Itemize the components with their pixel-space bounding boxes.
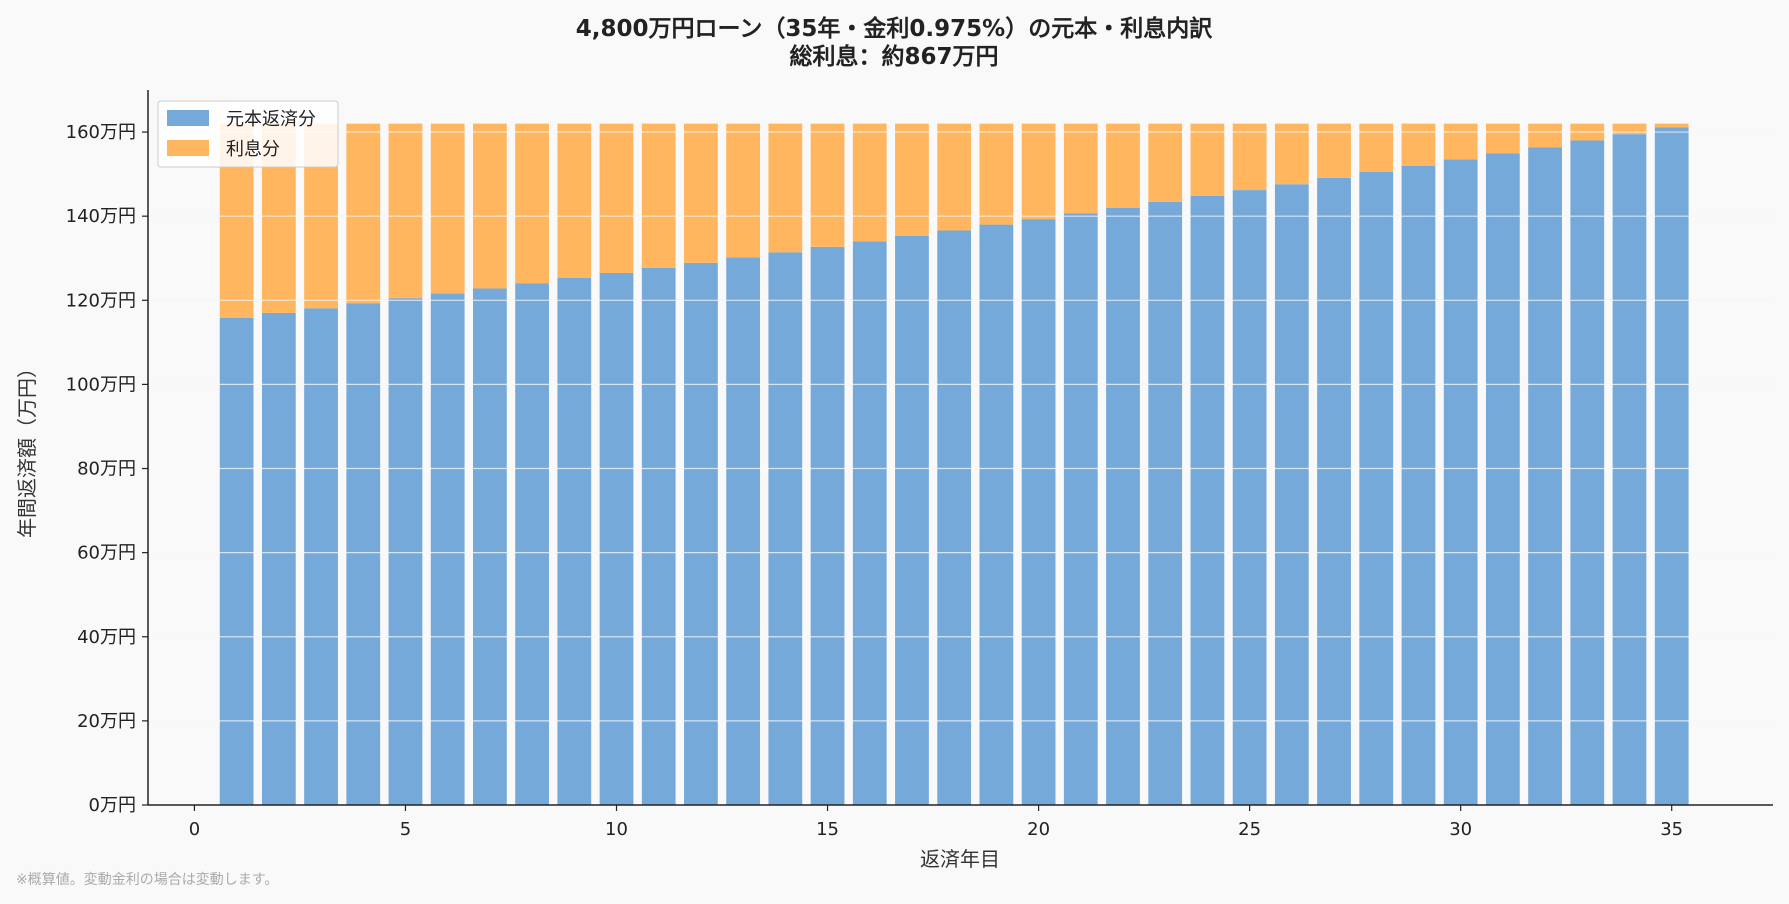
y-tick-label: 80万円 — [77, 459, 136, 480]
bars-group — [219, 123, 1689, 806]
x-axis-label: 返済年目 — [920, 847, 1000, 871]
bar-principal-year-9 — [557, 278, 592, 805]
bar-interest-year-24 — [1190, 123, 1225, 196]
bar-interest-year-26 — [1274, 123, 1309, 185]
legend: 元本返済分 利息分 — [157, 100, 339, 168]
bar-principal-year-2 — [261, 312, 296, 805]
bar-principal-year-3 — [304, 308, 338, 805]
bar-principal-year-21 — [1063, 213, 1098, 805]
y-tick-label: 60万円 — [77, 543, 136, 564]
x-axis-ticks: 0 5 10 15 20 25 30 35 — [189, 805, 1683, 840]
bar-principal-year-26 — [1274, 184, 1309, 805]
legend-swatch-principal — [167, 110, 209, 126]
x-tick-label: 30 — [1449, 819, 1472, 840]
bar-principal-year-11 — [641, 267, 676, 805]
y-tick-label: 120万円 — [66, 290, 136, 311]
bar-interest-year-11 — [641, 123, 676, 268]
footnote: ※概算値。変動金利の場合は変動します。 — [16, 872, 279, 888]
bar-interest-year-14 — [768, 123, 803, 253]
bar-principal-year-5 — [388, 298, 423, 805]
legend-label-interest: 利息分 — [226, 139, 280, 160]
bar-interest-year-16 — [852, 123, 887, 242]
bar-interest-year-20 — [1021, 123, 1056, 220]
bar-principal-year-18 — [937, 230, 972, 806]
bar-principal-year-22 — [1106, 207, 1140, 805]
y-axis-label: 年間返済額（万円） — [15, 358, 39, 538]
bar-principal-year-15 — [810, 246, 845, 806]
bar-interest-year-17 — [895, 123, 929, 236]
bar-interest-year-35 — [1654, 123, 1689, 128]
bar-principal-year-23 — [1148, 201, 1183, 805]
y-tick-label: 140万円 — [66, 206, 136, 227]
bar-principal-year-7 — [473, 288, 507, 805]
bar-principal-year-12 — [684, 262, 718, 805]
bar-principal-year-16 — [852, 241, 887, 806]
bar-interest-year-15 — [810, 123, 845, 247]
x-tick-label: 15 — [816, 819, 839, 840]
bar-principal-year-19 — [979, 224, 1014, 805]
legend-label-principal: 元本返済分 — [226, 109, 316, 130]
bar-interest-year-29 — [1401, 123, 1436, 166]
bar-principal-year-29 — [1401, 165, 1436, 806]
x-tick-label: 5 — [400, 819, 411, 840]
bar-interest-year-19 — [979, 123, 1014, 225]
y-tick-label: 100万円 — [66, 374, 136, 395]
bar-principal-year-6 — [430, 293, 465, 805]
legend-swatch-interest — [167, 140, 209, 156]
bar-interest-year-9 — [557, 123, 592, 279]
bar-interest-year-8 — [515, 123, 549, 284]
bar-interest-year-32 — [1528, 123, 1562, 148]
bar-interest-year-18 — [937, 123, 972, 231]
bar-interest-year-6 — [430, 123, 465, 294]
bar-principal-year-8 — [515, 283, 549, 805]
y-tick-label: 160万円 — [66, 122, 136, 143]
bar-principal-year-34 — [1612, 134, 1647, 806]
bar-principal-year-31 — [1485, 153, 1520, 806]
x-tick-label: 0 — [189, 819, 200, 840]
x-tick-label: 10 — [605, 819, 628, 840]
bar-interest-year-10 — [599, 123, 634, 273]
y-tick-label: 40万円 — [77, 627, 136, 648]
bar-interest-year-23 — [1148, 123, 1183, 202]
bar-principal-year-1 — [219, 317, 254, 805]
y-axis-ticks: 0万円 20万円 40万円 60万円 80万円 100万円 120万円 140万円 160万円 — [66, 122, 148, 816]
bar-interest-year-12 — [684, 123, 718, 263]
bar-interest-year-30 — [1443, 123, 1478, 160]
bar-interest-year-13 — [726, 123, 761, 258]
bar-interest-year-34 — [1612, 123, 1647, 135]
y-tick-label: 20万円 — [77, 711, 136, 732]
bar-principal-year-27 — [1317, 177, 1351, 805]
chart-title: 4,800万円ローン（35年・金利0.975%）の元本・利息内訳 — [576, 15, 1213, 42]
bar-principal-year-25 — [1232, 190, 1267, 806]
bar-interest-year-25 — [1232, 123, 1267, 191]
bar-interest-year-31 — [1485, 123, 1520, 154]
bar-principal-year-17 — [895, 235, 929, 806]
y-tick-label: 0万円 — [89, 795, 136, 816]
chart-subtitle: 総利息：約867万円 — [789, 43, 998, 70]
bar-interest-year-21 — [1063, 123, 1098, 214]
x-tick-label: 20 — [1027, 819, 1050, 840]
bar-principal-year-10 — [599, 272, 634, 805]
x-tick-label: 35 — [1660, 819, 1683, 840]
gridlines-overlay — [148, 131, 1773, 722]
bar-principal-year-28 — [1359, 172, 1394, 805]
bar-interest-year-5 — [388, 123, 423, 299]
x-tick-label: 25 — [1238, 819, 1261, 840]
bar-interest-year-28 — [1359, 123, 1394, 173]
bar-interest-year-7 — [473, 123, 507, 289]
bar-principal-year-4 — [346, 303, 381, 805]
bar-principal-year-30 — [1443, 159, 1478, 805]
bar-principal-year-33 — [1570, 140, 1605, 805]
bar-principal-year-20 — [1021, 219, 1056, 805]
bar-principal-year-35 — [1654, 127, 1689, 805]
bar-principal-year-32 — [1528, 147, 1562, 805]
bar-interest-year-22 — [1106, 123, 1140, 208]
bar-principal-year-13 — [726, 257, 761, 805]
bar-principal-year-24 — [1190, 195, 1225, 806]
bar-interest-year-27 — [1317, 123, 1351, 178]
bar-principal-year-14 — [768, 252, 803, 806]
bar-interest-year-4 — [346, 123, 381, 304]
